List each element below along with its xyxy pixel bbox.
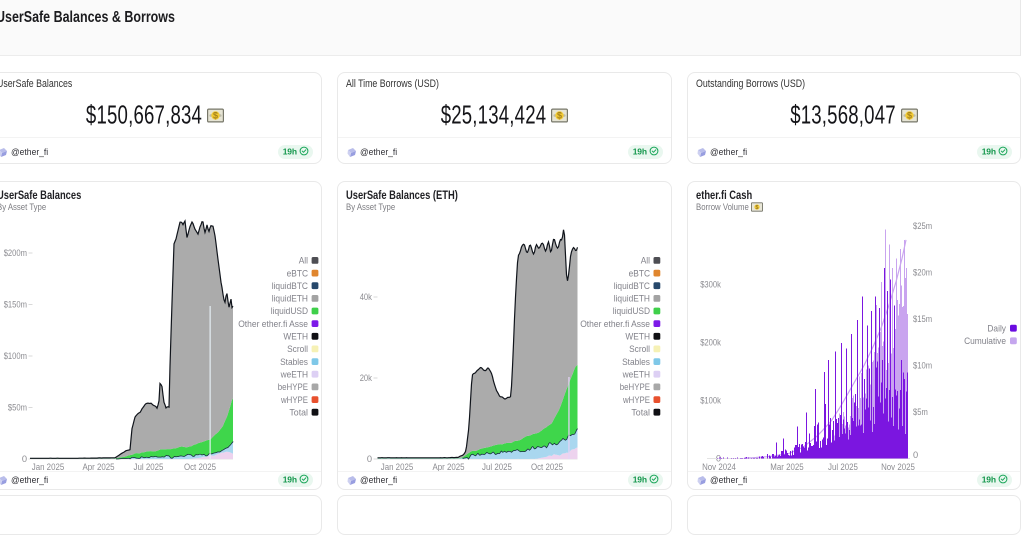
svg-text:Other ether.fi Asse: Other ether.fi Asse — [580, 319, 650, 329]
svg-text:wHYPE: wHYPE — [280, 395, 308, 405]
svg-text:liquidBTC: liquidBTC — [614, 281, 651, 291]
svg-text:40k: 40k — [360, 292, 373, 302]
svg-text:Apr 2025: Apr 2025 — [432, 462, 464, 472]
svg-text:$15m: $15m — [913, 314, 932, 324]
svg-text:Jul 2025: Jul 2025 — [482, 462, 512, 472]
svg-text:Scroll: Scroll — [287, 344, 308, 354]
svg-text:WETH: WETH — [283, 332, 308, 342]
svg-text:eBTC: eBTC — [287, 268, 309, 278]
svg-text:$150m: $150m — [4, 300, 28, 310]
svg-text:Jan 2025: Jan 2025 — [381, 462, 414, 472]
svg-text:Scroll: Scroll — [629, 344, 650, 354]
svg-text:Stables: Stables — [280, 357, 308, 367]
svg-text:$300k: $300k — [700, 280, 721, 290]
svg-text:liquidETH: liquidETH — [272, 294, 308, 304]
svg-text:$100m: $100m — [4, 351, 28, 361]
svg-text:liquidETH: liquidETH — [614, 294, 650, 304]
svg-text:Other ether.fi Asse: Other ether.fi Asse — [238, 319, 308, 329]
svg-text:Nov 2024: Nov 2024 — [702, 462, 736, 472]
svg-text:Oct 2025: Oct 2025 — [531, 462, 563, 472]
svg-text:Stables: Stables — [622, 357, 650, 367]
svg-text:liquidBTC: liquidBTC — [272, 281, 309, 291]
svg-text:liquidUSD: liquidUSD — [613, 306, 650, 316]
svg-text:Jul 2025: Jul 2025 — [134, 462, 164, 472]
svg-text:Cumulative: Cumulative — [964, 336, 1006, 346]
svg-text:20k: 20k — [360, 373, 373, 383]
svg-text:$: $ — [213, 111, 218, 121]
svg-text:weETH: weETH — [622, 369, 650, 379]
svg-text:liquidUSD: liquidUSD — [271, 306, 308, 316]
svg-text:Nov 2025: Nov 2025 — [881, 462, 915, 472]
svg-text:WETH: WETH — [625, 332, 650, 342]
svg-text:$200k: $200k — [700, 338, 721, 348]
svg-text:0: 0 — [913, 450, 918, 460]
svg-text:beHYPE: beHYPE — [620, 382, 650, 392]
svg-text:eBTC: eBTC — [629, 268, 651, 278]
svg-text:weETH: weETH — [280, 369, 308, 379]
svg-text:Jul 2025: Jul 2025 — [828, 462, 858, 472]
svg-text:$10m: $10m — [913, 361, 932, 371]
svg-text:All: All — [299, 256, 308, 266]
svg-text:Oct 2025: Oct 2025 — [184, 462, 216, 472]
svg-text:0: 0 — [22, 454, 27, 464]
svg-text:Mar 2025: Mar 2025 — [770, 462, 803, 472]
svg-text:0: 0 — [367, 454, 372, 464]
svg-text:$100k: $100k — [700, 396, 721, 406]
svg-text:$20m: $20m — [913, 268, 932, 278]
svg-text:All: All — [641, 256, 650, 266]
svg-text:$: $ — [557, 111, 562, 121]
svg-text:$25m: $25m — [913, 221, 932, 231]
svg-text:$: $ — [756, 205, 760, 211]
svg-text:Total: Total — [631, 407, 650, 417]
svg-text:Jan 2025: Jan 2025 — [32, 462, 65, 472]
svg-text:wHYPE: wHYPE — [622, 395, 650, 405]
svg-text:$50m: $50m — [8, 403, 27, 413]
svg-text:Total: Total — [289, 407, 308, 417]
svg-text:Apr 2025: Apr 2025 — [82, 462, 114, 472]
svg-text:$5m: $5m — [913, 407, 928, 417]
svg-text:$: $ — [907, 111, 912, 121]
svg-text:Daily: Daily — [987, 323, 1006, 333]
svg-text:beHYPE: beHYPE — [278, 382, 308, 392]
svg-text:$200m: $200m — [4, 248, 28, 258]
